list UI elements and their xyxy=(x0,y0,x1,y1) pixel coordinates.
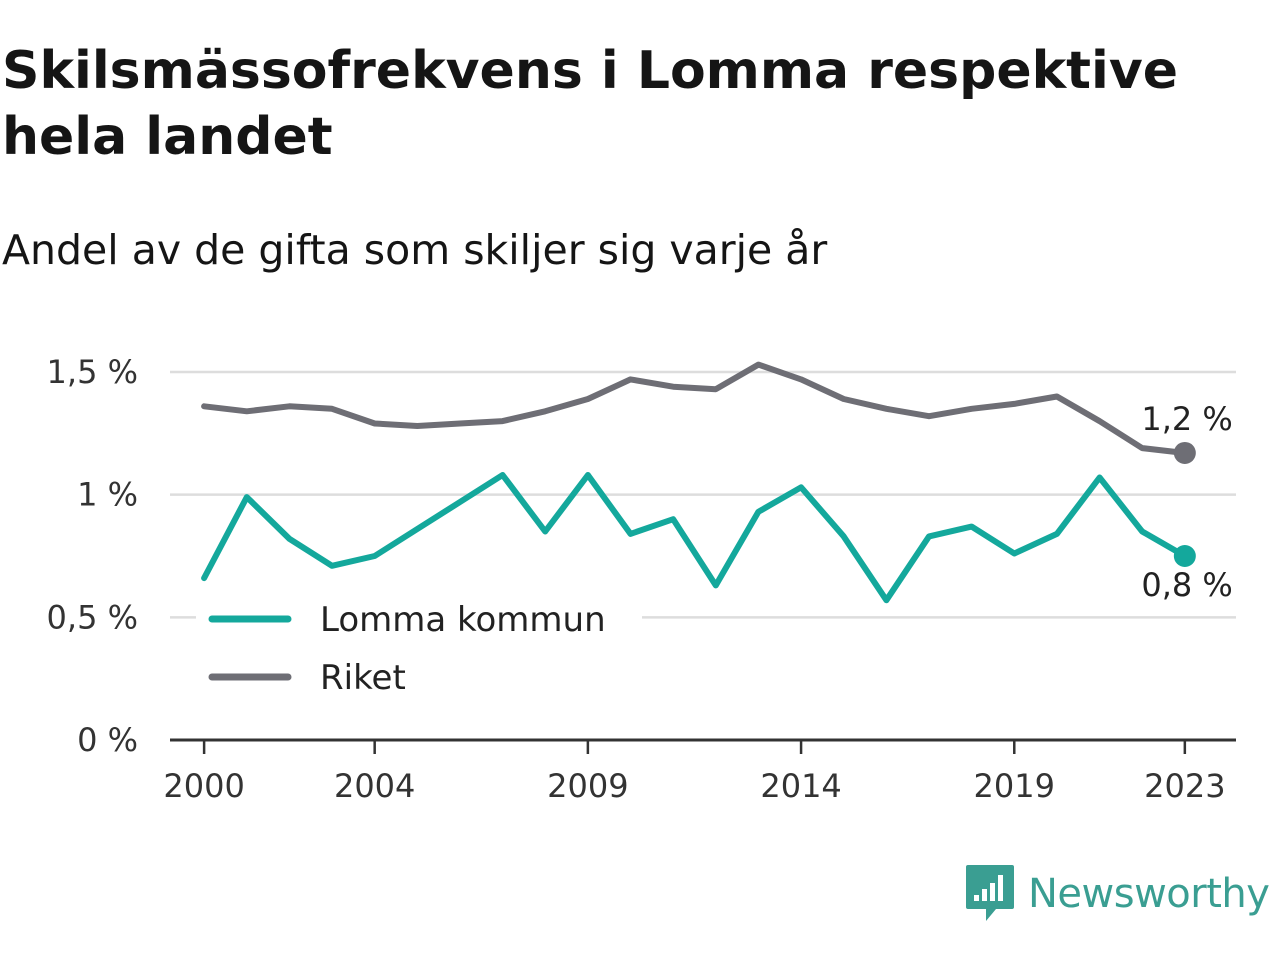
x-axis: 2000 2004 2009 2014 2019 2023 xyxy=(163,738,1236,805)
end-labels: 1,2 % 0,8 % xyxy=(1141,400,1232,604)
x-tick-label: 2004 xyxy=(334,767,415,805)
y-axis-ticks: 0 % 0,5 % 1 % 1,5 % xyxy=(47,353,138,759)
legend-label: Lomma kommun xyxy=(320,600,606,640)
series-line-lomma xyxy=(201,472,1188,604)
end-point-lomma xyxy=(1173,545,1196,567)
y-tick-label: 1 % xyxy=(77,476,138,514)
series-lines xyxy=(201,361,1196,604)
y-tick-label: 0 % xyxy=(77,721,138,759)
legend: Lomma kommun Riket xyxy=(196,590,642,708)
chart-title: Skilsmässofrekvens i Lomma respektive he… xyxy=(2,41,1179,167)
brand-name: Newsworthy xyxy=(1028,871,1270,917)
y-tick-label: 1,5 % xyxy=(47,353,138,391)
chart-subtitle: Andel av de gifta som skiljer sig varje … xyxy=(2,226,828,274)
brand-logo: Newsworthy xyxy=(964,862,1270,926)
x-tick-label: 2019 xyxy=(974,767,1055,805)
end-point-riket xyxy=(1173,441,1196,464)
legend-background xyxy=(196,590,642,708)
series-line-riket xyxy=(201,361,1188,456)
x-tick-label: 2000 xyxy=(163,767,244,805)
x-tick-label: 2023 xyxy=(1144,767,1225,805)
end-value-label: 0,8 % xyxy=(1141,566,1232,604)
newsworthy-logo-icon xyxy=(966,865,1014,921)
x-tick-label: 2009 xyxy=(547,767,628,805)
y-tick-label: 0,5 % xyxy=(47,598,138,636)
legend-label: Riket xyxy=(320,658,406,698)
x-tick-label: 2014 xyxy=(760,767,841,805)
end-value-label: 1,2 % xyxy=(1141,400,1232,438)
